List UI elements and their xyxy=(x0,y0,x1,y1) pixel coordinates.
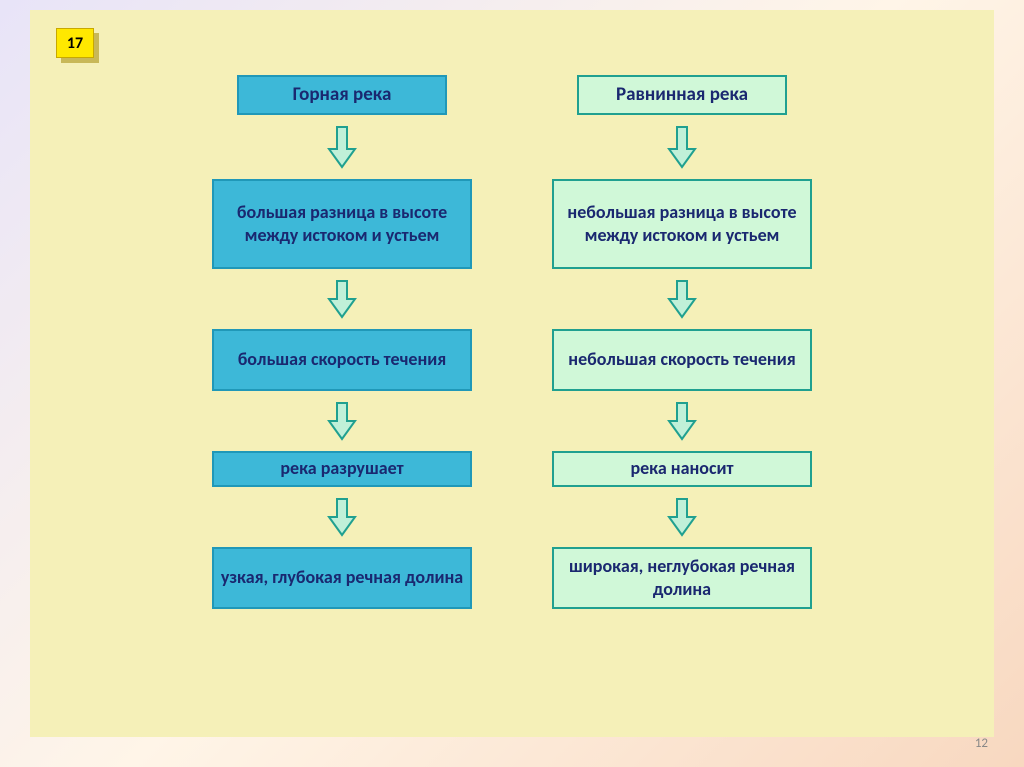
down-arrow-icon xyxy=(327,497,357,537)
down-arrow-icon xyxy=(667,497,697,537)
down-arrow-icon xyxy=(667,279,697,319)
slide-number-badge: 17 xyxy=(56,28,94,58)
left-box-1: Горная река xyxy=(237,75,447,115)
flowchart-container: Горная река большая разница в высоте меж… xyxy=(0,75,1024,609)
left-box-3: большая скорость течения xyxy=(212,329,472,391)
right-box-2: небольшая разница в высоте между истоком… xyxy=(552,179,812,269)
right-box-3: небольшая скорость течения xyxy=(552,329,812,391)
left-box-2: большая разница в высоте между истоком и… xyxy=(212,179,472,269)
down-arrow-icon xyxy=(327,125,357,169)
down-arrow-icon xyxy=(667,125,697,169)
right-box-5: широкая, неглубокая речная долина xyxy=(552,547,812,609)
page-number: 12 xyxy=(975,736,988,751)
left-box-5: узкая, глубокая речная долина xyxy=(212,547,472,609)
down-arrow-icon xyxy=(327,401,357,441)
down-arrow-icon xyxy=(327,279,357,319)
right-column: Равнинная река небольшая разница в высот… xyxy=(552,75,812,609)
down-arrow-icon xyxy=(667,401,697,441)
left-column: Горная река большая разница в высоте меж… xyxy=(212,75,472,609)
left-box-4: река разрушает xyxy=(212,451,472,487)
badge-label: 17 xyxy=(56,28,94,58)
right-box-4: река наносит xyxy=(552,451,812,487)
right-box-1: Равнинная река xyxy=(577,75,787,115)
